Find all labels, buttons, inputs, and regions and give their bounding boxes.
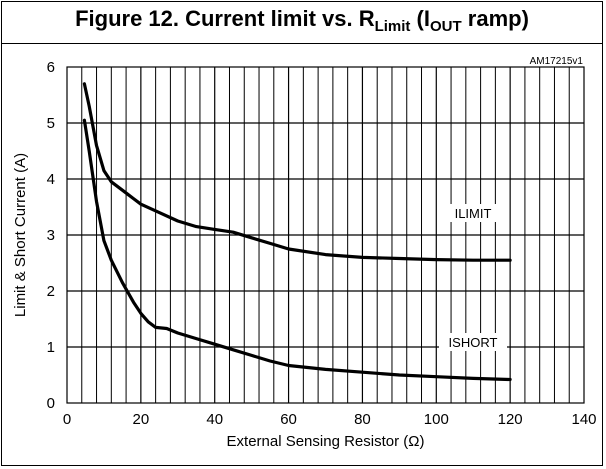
y-tick-label: 5 — [47, 115, 55, 132]
y-tick-label: 3 — [47, 227, 55, 244]
annotation-background — [439, 333, 507, 351]
y-tick-label: 6 — [47, 59, 55, 76]
x-tick-label: 100 — [424, 411, 449, 428]
x-axis-ticks: 0 20 40 60 80 100 120 140 — [63, 411, 597, 428]
x-tick-label: 120 — [498, 411, 523, 428]
x-tick-label: 80 — [354, 411, 371, 428]
major-grid — [67, 67, 584, 403]
y-axis-ticks: 0 1 2 3 4 5 6 — [47, 59, 55, 412]
x-tick-label: 60 — [280, 411, 297, 428]
x-tick-label: 40 — [206, 411, 223, 428]
y-axis-label: Limit & Short Current (A) — [12, 153, 29, 317]
y-tick-label: 0 — [47, 395, 55, 412]
series-annotations: ILIMIT ISHORT — [439, 204, 507, 351]
y-tick-label: 4 — [47, 171, 55, 188]
annotation-ilimit: ILIMIT — [455, 206, 492, 221]
figure-title: Figure 12. Current limit vs. RLimit (IOU… — [75, 6, 529, 35]
x-axis-label: External Sensing Resistor (Ω) — [227, 433, 425, 450]
x-tick-label: 140 — [571, 411, 596, 428]
title-divider — [1, 43, 603, 44]
annotation-ishort: ISHORT — [449, 335, 498, 350]
series-line-ilimit — [82, 82, 512, 262]
x-tick-label: 0 — [63, 411, 71, 428]
annotation-background — [439, 204, 507, 222]
series-lines — [82, 82, 512, 382]
figure-code: AM17215v1 — [530, 56, 584, 67]
plot-area — [66, 66, 585, 404]
y-tick-label: 2 — [47, 283, 55, 300]
y-tick-label: 1 — [47, 339, 55, 356]
series-line-ishort — [82, 118, 512, 382]
x-tick-label: 20 — [133, 411, 150, 428]
